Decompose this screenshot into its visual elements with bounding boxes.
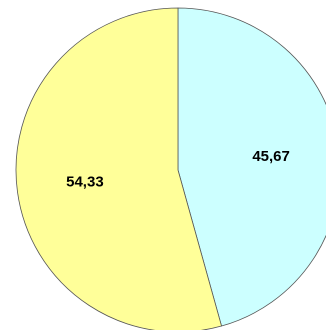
slice-label-1: 45,67 [252,148,290,165]
slice-label-2: 54,33 [66,174,104,191]
pie-slice-1 [177,7,326,327]
pie-slice-2 [15,7,223,330]
pie-labels: 45,67 54,33 [66,148,290,190]
pie-slices [15,7,326,330]
